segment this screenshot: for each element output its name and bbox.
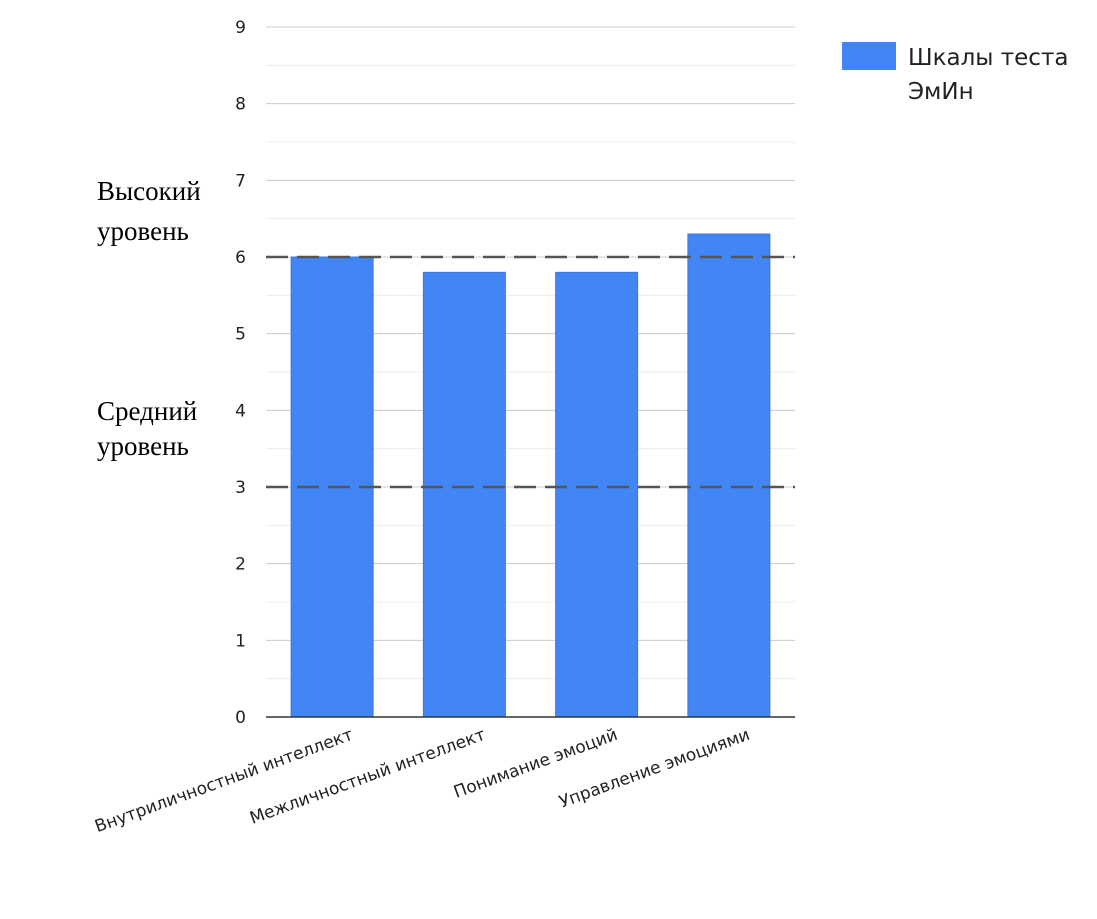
x-category-label: Межличностный интеллект <box>247 725 488 829</box>
level-label-average-line-2: уровень <box>97 431 189 461</box>
level-label-high: Высокий уровень <box>97 176 201 246</box>
y-tick-label: 5 <box>235 325 246 345</box>
y-tick-label: 0 <box>235 708 246 728</box>
y-tick-label: 1 <box>235 631 246 651</box>
legend-swatch <box>842 42 896 70</box>
y-axis-tick-labels: 0 1 2 3 4 5 6 7 8 9 <box>235 18 246 728</box>
level-label-average: Средний уровень <box>97 396 197 461</box>
legend-label-line-1: Шкалы теста <box>908 45 1068 71</box>
bar-series <box>290 233 771 718</box>
reference-lines <box>266 255 795 489</box>
y-tick-label: 4 <box>235 401 246 421</box>
level-label-high-line-1: Высокий <box>97 176 201 206</box>
y-tick-label: 8 <box>235 95 246 115</box>
bar <box>422 271 506 718</box>
x-category-label: Внутриличностный интеллект <box>92 725 356 837</box>
y-tick-label: 3 <box>235 478 246 498</box>
x-axis-category-labels: Внутриличностный интеллектМежличностный … <box>92 725 752 837</box>
level-label-high-line-2: уровень <box>97 216 189 246</box>
legend-label-line-2: ЭмИн <box>908 79 974 105</box>
level-label-average-line-1: Средний <box>97 396 197 426</box>
y-tick-label: 2 <box>235 555 246 575</box>
y-tick-label: 6 <box>235 248 246 268</box>
legend: Шкалы теста ЭмИн <box>842 42 1068 105</box>
y-tick-label: 9 <box>235 18 246 38</box>
y-tick-label: 7 <box>235 171 246 191</box>
bar <box>555 271 639 718</box>
bar <box>687 233 771 718</box>
